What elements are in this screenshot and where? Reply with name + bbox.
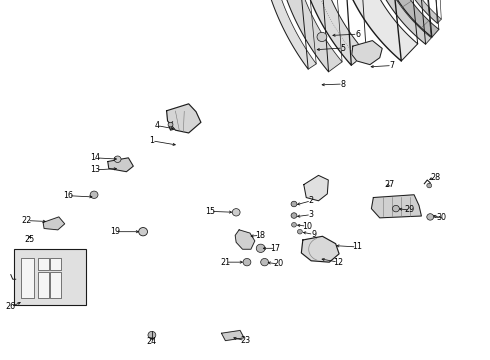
- Text: 6: 6: [355, 30, 360, 39]
- Text: 22: 22: [22, 216, 32, 225]
- Circle shape: [139, 228, 147, 236]
- Text: 10: 10: [302, 222, 312, 231]
- Text: 24: 24: [147, 337, 157, 346]
- Text: 29: 29: [405, 206, 415, 215]
- Polygon shape: [363, 0, 431, 44]
- Text: 5: 5: [341, 44, 345, 53]
- Polygon shape: [371, 195, 421, 218]
- Text: 28: 28: [430, 173, 440, 182]
- Text: 16: 16: [64, 191, 74, 200]
- Text: 3: 3: [309, 210, 314, 219]
- Circle shape: [232, 208, 240, 216]
- Circle shape: [427, 183, 432, 188]
- Bar: [21, 258, 34, 298]
- Circle shape: [114, 156, 121, 162]
- Text: 11: 11: [352, 242, 362, 251]
- Circle shape: [427, 214, 434, 220]
- Polygon shape: [272, 0, 342, 72]
- Polygon shape: [108, 158, 133, 172]
- Circle shape: [317, 32, 327, 41]
- Bar: [38, 272, 49, 298]
- Text: 27: 27: [385, 180, 394, 189]
- Text: 25: 25: [24, 235, 34, 244]
- Text: 14: 14: [91, 153, 100, 162]
- Circle shape: [297, 229, 302, 234]
- Text: 4: 4: [154, 121, 159, 130]
- Polygon shape: [387, 0, 441, 23]
- Bar: [50, 272, 61, 298]
- Circle shape: [148, 332, 156, 339]
- Text: 13: 13: [91, 165, 100, 174]
- Text: 15: 15: [206, 207, 216, 216]
- Polygon shape: [301, 236, 339, 262]
- Polygon shape: [43, 217, 65, 230]
- Text: 20: 20: [273, 260, 283, 269]
- Text: 9: 9: [311, 230, 316, 239]
- Text: 21: 21: [220, 258, 230, 267]
- Circle shape: [392, 206, 399, 212]
- Text: 26: 26: [6, 302, 16, 311]
- Text: 1: 1: [149, 136, 154, 145]
- Polygon shape: [294, 0, 367, 65]
- Circle shape: [261, 258, 269, 266]
- FancyBboxPatch shape: [14, 249, 86, 305]
- Polygon shape: [352, 41, 382, 64]
- Polygon shape: [333, 0, 417, 61]
- Polygon shape: [372, 0, 439, 37]
- Polygon shape: [235, 230, 255, 249]
- Polygon shape: [257, 0, 316, 69]
- Text: 30: 30: [436, 213, 446, 222]
- Text: 19: 19: [110, 227, 120, 236]
- Text: 17: 17: [270, 244, 280, 253]
- Circle shape: [291, 213, 297, 218]
- Bar: [50, 258, 61, 270]
- Circle shape: [292, 222, 296, 227]
- Text: 2: 2: [309, 196, 314, 205]
- Circle shape: [256, 244, 265, 252]
- Bar: [38, 258, 49, 270]
- Circle shape: [90, 191, 98, 198]
- Circle shape: [243, 258, 251, 266]
- Text: 12: 12: [333, 258, 343, 267]
- Polygon shape: [167, 104, 201, 133]
- Text: 23: 23: [240, 336, 250, 345]
- Text: 7: 7: [390, 61, 394, 70]
- Polygon shape: [304, 175, 328, 201]
- Text: 8: 8: [341, 80, 345, 89]
- Circle shape: [291, 201, 297, 207]
- Text: 18: 18: [255, 231, 265, 240]
- Polygon shape: [221, 330, 244, 341]
- Circle shape: [168, 122, 173, 127]
